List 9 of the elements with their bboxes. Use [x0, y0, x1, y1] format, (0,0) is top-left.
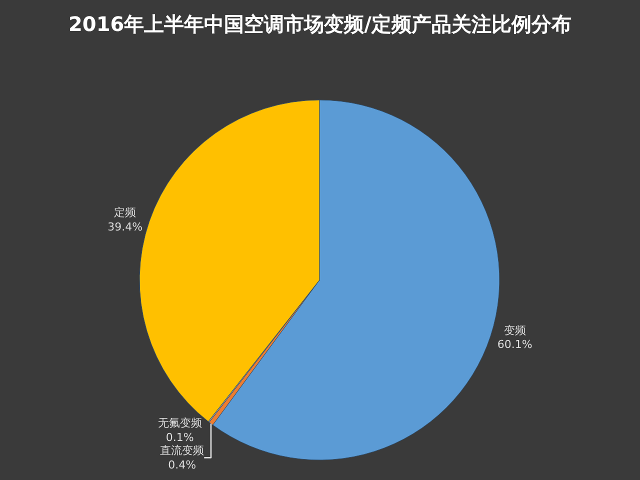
slice-label: 直流变频 — [160, 444, 204, 458]
data-label: 39.4% — [108, 220, 143, 234]
slice-label: 变频 — [504, 324, 526, 337]
slice-label: 定频 — [114, 206, 136, 220]
data-label: 60.1% — [497, 338, 532, 352]
slice-label: 无氟变频 — [158, 416, 202, 430]
chart-title: 2016年上半年中国空调市场变频/定频产品关注比例分布 — [68, 12, 572, 36]
data-label: 0.4% — [168, 458, 196, 472]
data-label: 0.1% — [166, 431, 194, 444]
